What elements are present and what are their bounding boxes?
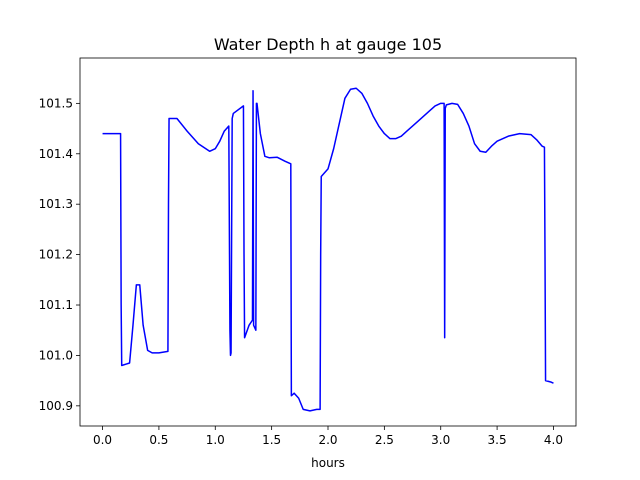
y-tick-label: 101.3 <box>39 197 73 211</box>
x-tick-label: 1.5 <box>262 433 281 447</box>
x-tick-label: 4.0 <box>544 433 563 447</box>
y-tick-label: 101.0 <box>39 348 73 362</box>
chart-title: Water Depth h at gauge 105 <box>214 35 442 54</box>
x-tick-label: 0.0 <box>93 433 112 447</box>
x-tick-label: 2.0 <box>318 433 337 447</box>
x-tick-label: 3.5 <box>488 433 507 447</box>
series-line-0 <box>102 87 554 412</box>
x-tick-label: 1.0 <box>206 433 225 447</box>
y-tick-label: 100.9 <box>39 399 73 413</box>
y-tick-label: 101.5 <box>39 96 73 110</box>
x-tick-label: 3.0 <box>431 433 450 447</box>
x-axis-label: hours <box>311 456 345 470</box>
x-tick-label: 0.5 <box>149 433 168 447</box>
plot-area: 0.0 0.5 1.0 1.5 2.0 2.5 3.0 3.5 4.0 100.9 101.0 101… <box>39 57 577 447</box>
axes-frame <box>79 57 577 427</box>
x-tick-label: 2.5 <box>375 433 394 447</box>
y-tick-label: 101.2 <box>39 248 73 262</box>
y-tick-label: 101.1 <box>39 298 73 312</box>
y-tick-label: 101.4 <box>39 147 73 161</box>
